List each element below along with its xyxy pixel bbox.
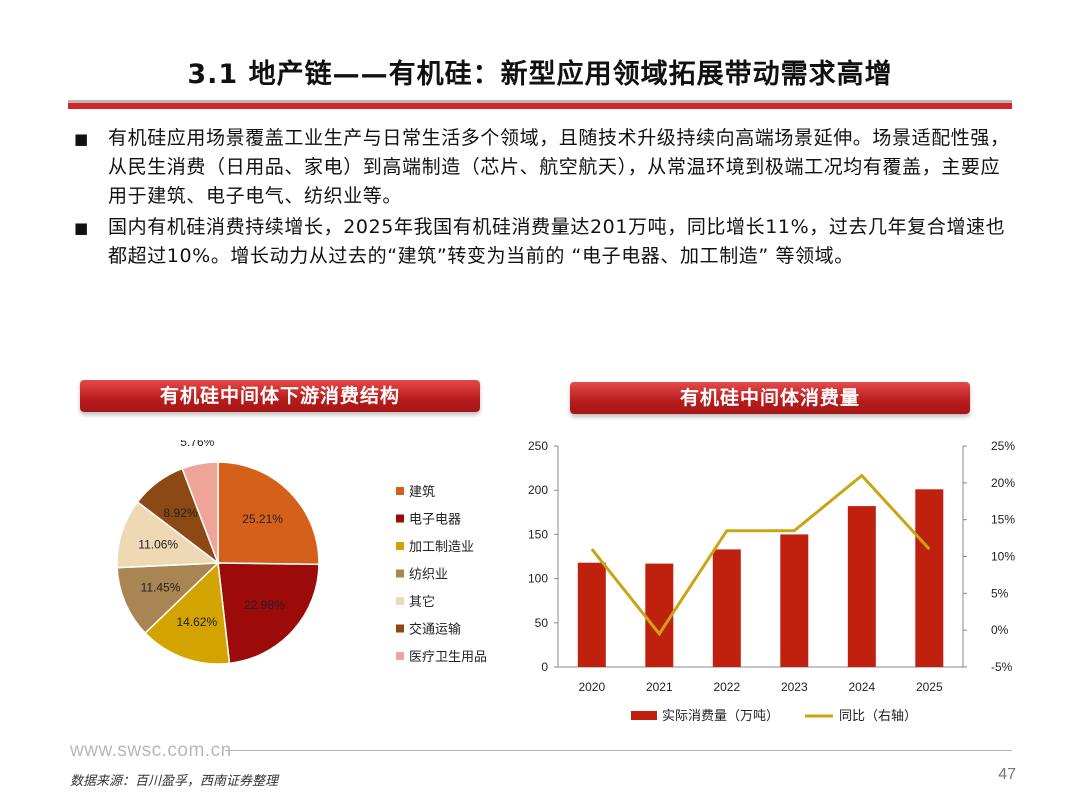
legend-swatch [396, 542, 404, 550]
right-axis-tick-label: 25% [991, 439, 1015, 453]
right-axis-tick-label: 15% [991, 513, 1015, 527]
pie-value-label: 11.45% [141, 581, 181, 595]
right-axis-tick-label: 5% [991, 586, 1009, 600]
bar [712, 549, 741, 667]
bar [915, 489, 944, 667]
bullet-text: 国内有机硅消费持续增长，2025年我国有机硅消费量达201万吨，同比增长11%，… [108, 216, 1006, 267]
legend-label: 电子电器 [409, 513, 461, 528]
title-divider-grey [68, 100, 1012, 103]
legend-label: 加工制造业 [409, 540, 474, 555]
pie-value-label: 11.06% [138, 537, 178, 551]
right-axis-tick-label: -5% [991, 660, 1013, 674]
footer-website: www.swsc.com.cn [70, 740, 232, 761]
left-axis-tick-label: 250 [528, 439, 548, 453]
pie-slice [116, 500, 221, 569]
left-axis-tick-label: 150 [528, 527, 548, 541]
legend-label: 建筑 [409, 484, 435, 500]
legend-swatch [396, 487, 404, 495]
pie-value-label: 25.21% [242, 512, 283, 526]
square-bullet-icon: ■ [74, 219, 89, 237]
title-divider-red [68, 103, 1012, 109]
x-axis-tick-label: 2023 [781, 680, 808, 694]
legend-label: 其它 [409, 594, 435, 610]
pie-slice [181, 461, 219, 564]
data-source-note: 数据来源：百川盈孚，西南证券整理 [70, 774, 279, 789]
pie-value-label: 5.76% [180, 440, 214, 449]
legend-label: 纺织业 [409, 568, 448, 583]
pie-slice [217, 461, 320, 566]
pie-slice [116, 562, 220, 635]
x-axis-tick-label: 2025 [916, 680, 943, 694]
legend-swatch [396, 652, 404, 660]
bar [847, 506, 876, 667]
bar [645, 563, 674, 667]
page-title: 3.1 地产链——有机硅：新型应用领域拓展带动需求高增 [187, 59, 893, 90]
legend-swatch [396, 569, 404, 578]
legend-swatch [396, 597, 404, 605]
x-axis-tick-label: 2021 [646, 680, 673, 694]
legend-label: 同比（右轴） [839, 709, 917, 724]
pie-value-label: 8.92% [163, 506, 197, 520]
bullet-text: 有机硅应用场景覆盖工业生产与日常生活多个领域，且随技术升级持续向高端场景延伸。场… [108, 127, 1010, 207]
right-axis-tick-label: 20% [991, 476, 1015, 490]
pie-slice [217, 562, 320, 665]
pie-value-label: 22.98% [244, 598, 285, 612]
pie-chart-title: 有机硅中间体下游消费结构 [80, 380, 480, 412]
legend-swatch [396, 624, 404, 633]
bar [577, 562, 606, 667]
legend-swatch-bar [631, 711, 657, 720]
consumption-structure-pie-chart: 25.21% 22.98% 14.62% 11.45% 11.06% 8.92% 5.76%… [116, 440, 487, 665]
legend-label: 医疗卫生用品 [409, 650, 487, 665]
square-bullet-icon: ■ [74, 130, 89, 148]
right-axis-tick-label: 10% [991, 550, 1015, 564]
left-axis-tick-label: 0 [541, 660, 548, 674]
x-axis-tick-label: 2022 [713, 680, 740, 694]
legend-swatch [396, 514, 404, 523]
pie-value-label: 14.62% [176, 615, 217, 629]
bar [780, 534, 809, 667]
left-axis-tick-label: 50 [535, 616, 549, 630]
bullet-list: ■ 有机硅应用场景覆盖工业生产与日常生活多个领域，且随技术升级持续向高端场景延伸… [74, 124, 1014, 273]
bullet-item: ■ 有机硅应用场景覆盖工业生产与日常生活多个领域，且随技术升级持续向高端场景延伸… [74, 124, 1014, 211]
bullet-item: ■ 国内有机硅消费持续增长，2025年我国有机硅消费量达201万吨，同比增长11… [74, 213, 1014, 271]
footer-divider [225, 750, 1012, 751]
left-axis-tick-label: 100 [528, 572, 548, 586]
page-number: 47 [998, 766, 1016, 783]
pie-slice [144, 561, 231, 665]
legend-label: 实际消费量（万吨） [662, 709, 779, 724]
yoy-line [590, 473, 931, 637]
right-axis-tick-label: 0% [991, 623, 1009, 637]
x-axis-tick-label: 2020 [578, 680, 605, 694]
consumption-volume-combo-chart: 0 50 100 150 200 250 -5% 0% 5% 10% 15% 20% 25% 2020 20… [528, 439, 1015, 724]
x-axis-tick-label: 2024 [848, 680, 875, 694]
legend-label: 交通运输 [409, 622, 461, 638]
left-axis-tick-label: 200 [528, 483, 548, 497]
combo-chart-title: 有机硅中间体消费量 [570, 382, 970, 414]
